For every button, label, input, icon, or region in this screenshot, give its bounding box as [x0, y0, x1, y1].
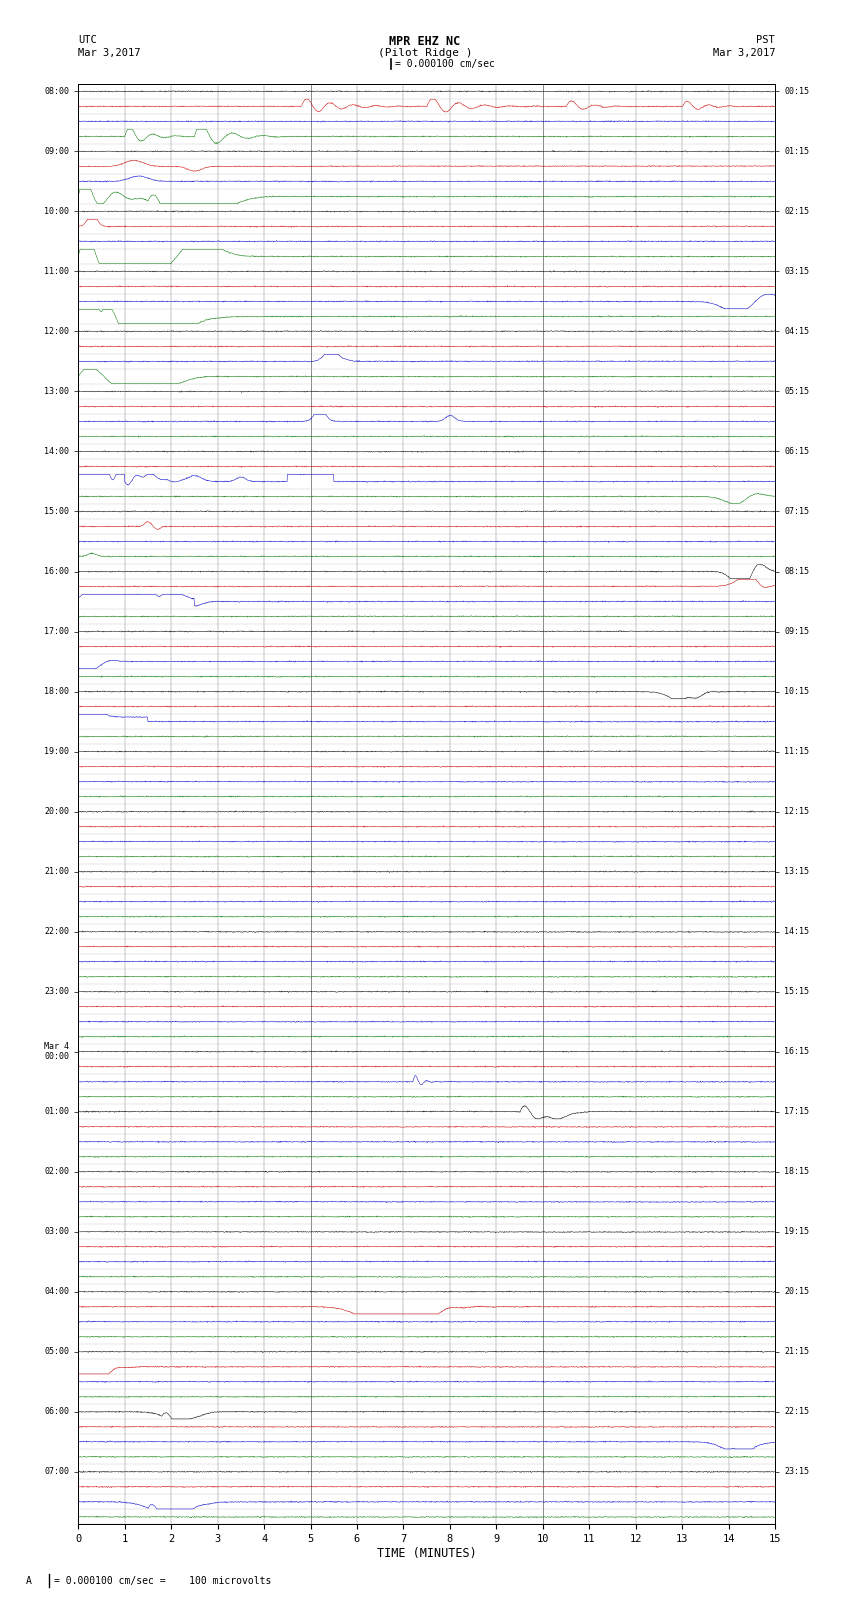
- Text: Mar 3,2017: Mar 3,2017: [78, 48, 141, 58]
- Text: MPR EHZ NC: MPR EHZ NC: [389, 35, 461, 48]
- Text: UTC: UTC: [78, 35, 97, 45]
- Text: = 0.000100 cm/sec =    100 microvolts: = 0.000100 cm/sec = 100 microvolts: [54, 1576, 271, 1586]
- Text: A: A: [26, 1576, 31, 1586]
- Text: = 0.000100 cm/sec: = 0.000100 cm/sec: [395, 58, 495, 69]
- Text: Mar 3,2017: Mar 3,2017: [712, 48, 775, 58]
- X-axis label: TIME (MINUTES): TIME (MINUTES): [377, 1547, 477, 1560]
- Text: (Pilot Ridge ): (Pilot Ridge ): [377, 48, 473, 58]
- Text: PST: PST: [756, 35, 775, 45]
